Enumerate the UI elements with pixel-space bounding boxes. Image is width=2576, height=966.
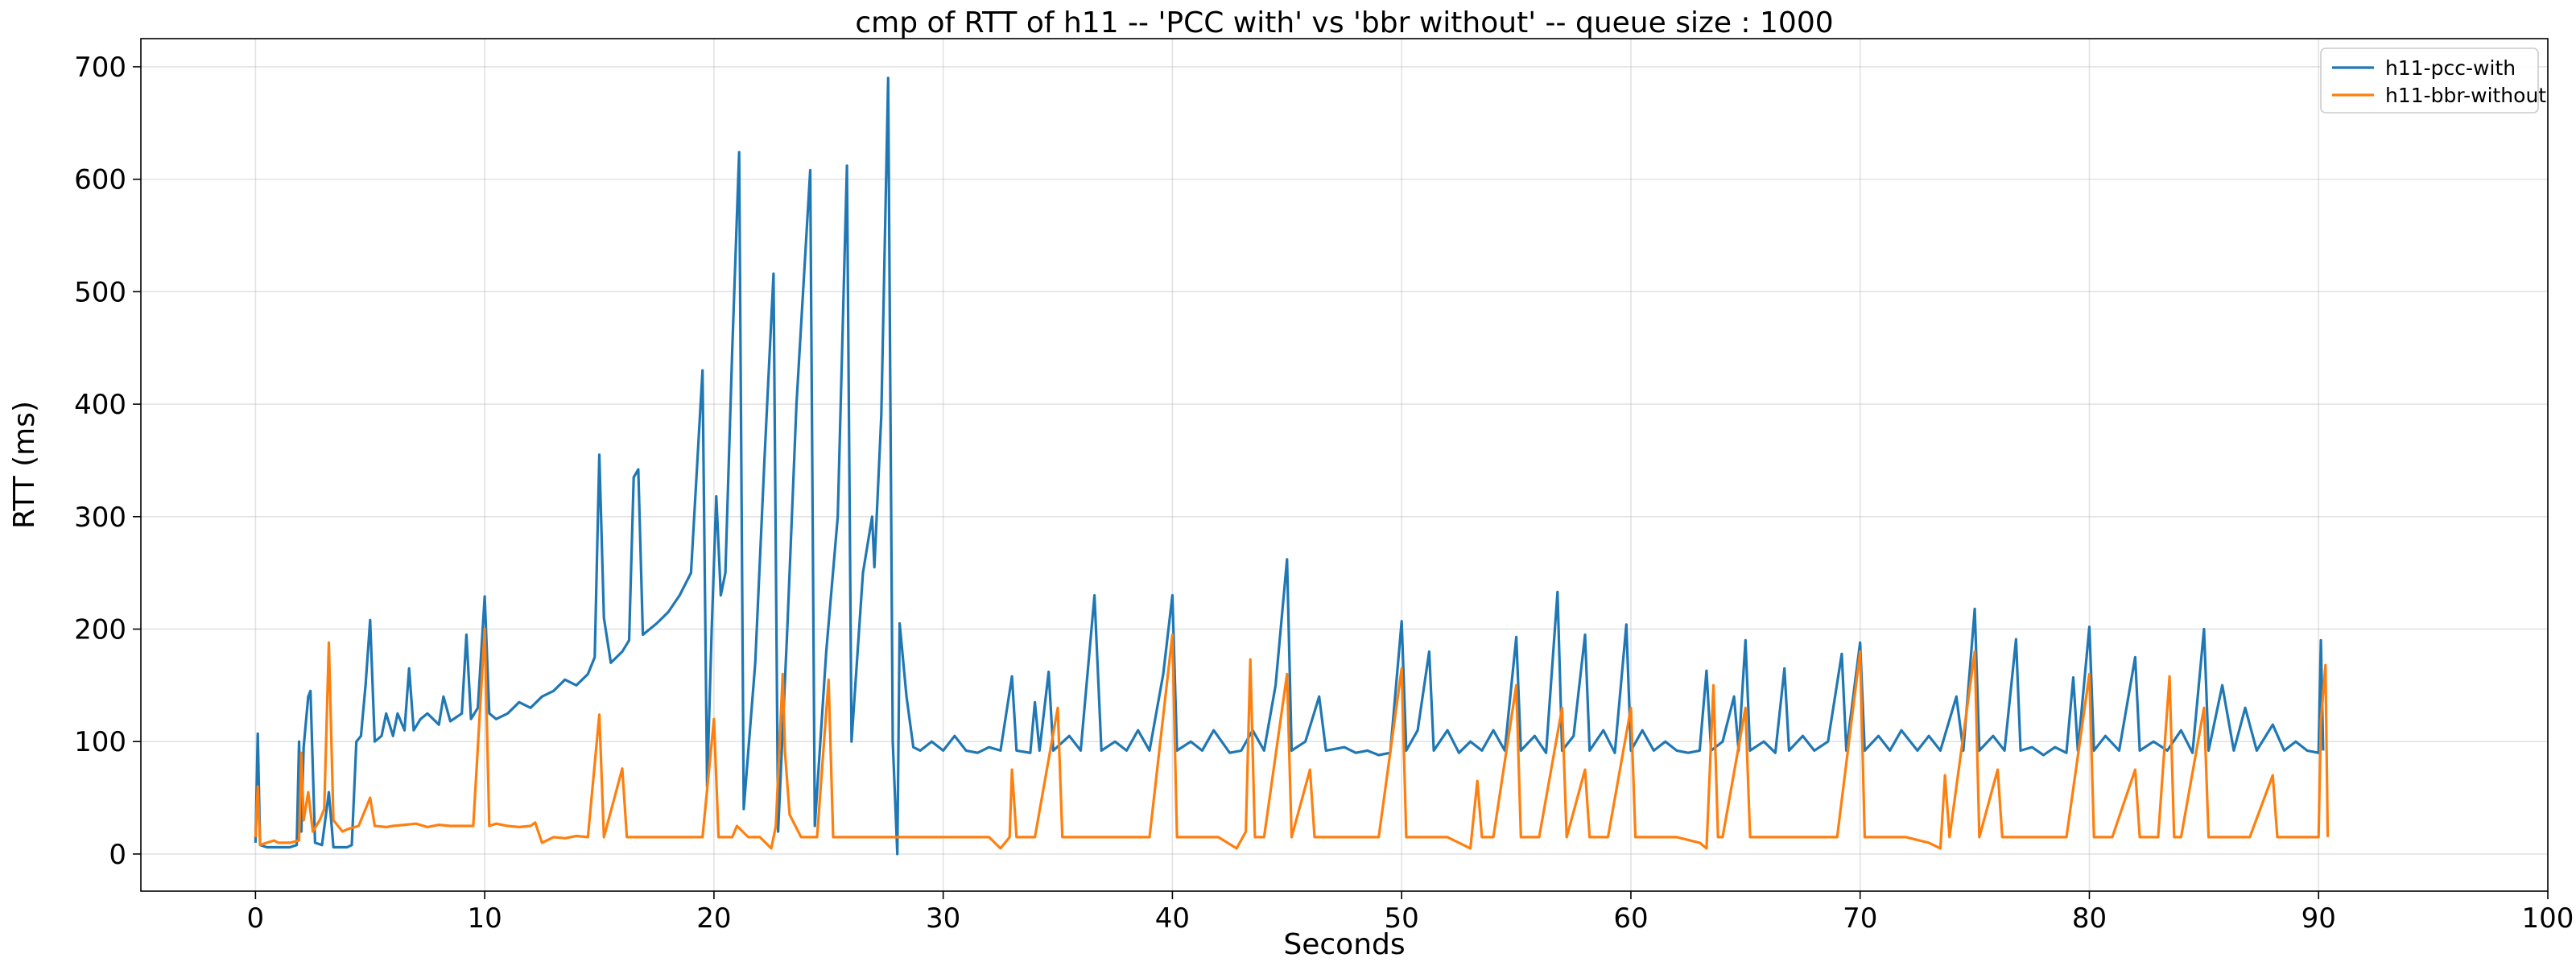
plot-frame [140, 38, 2549, 892]
x-tick-label: 60 [1613, 902, 1648, 935]
y-tick-label: 700 [74, 52, 126, 84]
y-tick-label: 400 [74, 389, 126, 421]
y-tick-label: 100 [74, 726, 126, 758]
x-tick-label: 80 [2072, 902, 2107, 935]
x-tick-label: 30 [926, 902, 960, 935]
chart-title: cmp of RTT of h11 -- 'PCC with' vs 'bbr … [855, 6, 1833, 39]
legend: h11-pcc-with h11-bbr-without [2320, 47, 2546, 114]
x-tick-label: 90 [2301, 902, 2336, 935]
x-tick-label: 10 [468, 902, 502, 935]
grid [141, 39, 2549, 891]
y-tick-label: 0 [109, 839, 126, 871]
x-tick-label: 0 [247, 902, 265, 935]
x-tick-label: 100 [2522, 902, 2574, 935]
series-line-h11-pcc-with [254, 76, 2325, 856]
axis-ticks: 0 10 20 30 40 50 60 70 80 90 100 0 100 200 300 400 500 60… [74, 52, 2574, 935]
x-axis-label: Seconds [1283, 928, 1405, 961]
x-tick-label: 70 [1843, 902, 1877, 935]
legend-box [2320, 47, 2539, 114]
series-layer [254, 76, 2330, 856]
y-tick-label: 300 [74, 502, 126, 534]
x-tick-label: 20 [696, 902, 731, 935]
series-line-h11-bbr-without [254, 627, 2330, 850]
y-axis-label: RTT (ms) [8, 401, 41, 529]
x-tick-label: 40 [1155, 902, 1190, 935]
legend-label: h11-pcc-with [2385, 56, 2516, 80]
y-tick-label: 600 [74, 164, 126, 196]
x-tick-label: 50 [1385, 902, 1419, 935]
y-tick-label: 200 [74, 613, 126, 646]
y-tick-label: 500 [74, 276, 126, 308]
legend-label: h11-bbr-without [2385, 84, 2546, 107]
